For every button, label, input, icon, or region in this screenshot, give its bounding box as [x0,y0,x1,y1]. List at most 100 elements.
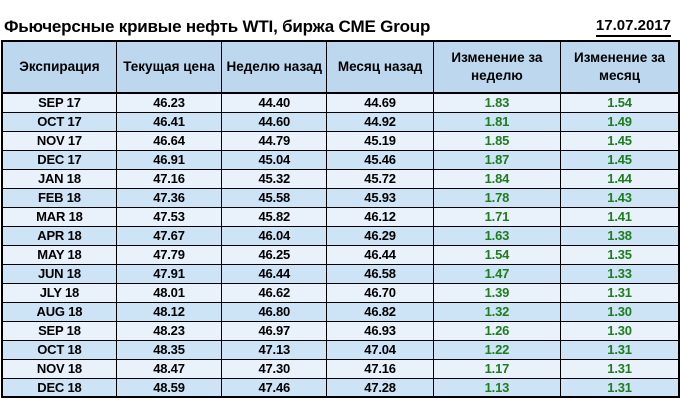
week-change-cell: 1.85 [432,130,562,151]
week-ago-cell: 47.30 [221,358,328,379]
month-change-cell: 1.38 [560,225,680,246]
week-ago-cell: 46.97 [221,320,328,341]
month-change-cell: 1.45 [560,130,680,151]
month-ago-cell: 45.46 [326,149,434,170]
current-price-cell: 48.01 [115,282,223,303]
week-ago-cell: 44.60 [221,111,328,132]
expiration-cell: JUN 18 [1,263,117,284]
current-price-cell: 48.35 [115,339,223,360]
month-ago-cell: 46.29 [326,225,434,246]
month-change-cell: 1.30 [560,301,680,322]
current-price-cell: 47.67 [115,225,223,246]
month-change-cell: 1.31 [560,282,680,303]
month-ago-cell: 47.04 [326,339,434,360]
month-change-cell: 1.44 [560,168,680,189]
month-change-cell: 1.43 [560,187,680,208]
month-ago-cell: 46.82 [326,301,434,322]
expiration-cell: DEC 17 [1,149,117,170]
week-ago-cell: 47.46 [221,377,328,398]
week-ago-cell: 44.79 [221,130,328,151]
page-title: Фьючерсные кривые нефть WTI, биржа CME G… [4,17,431,36]
week-change-cell: 1.22 [432,339,562,360]
futures-table: Экспирация Текущая цена Неделю назад Месяц … [1,40,680,398]
week-ago-cell: 45.04 [221,149,328,170]
week-ago-cell: 46.25 [221,244,328,265]
expiration-cell: NOV 18 [1,358,117,379]
title-bar: Фьючерсные кривые нефть WTI, биржа CME G… [0,0,681,40]
expiration-cell: FEB 18 [1,187,117,208]
current-price-cell: 46.41 [115,111,223,132]
column-header: Изменение за месяц [560,40,680,94]
month-ago-cell: 46.44 [326,244,434,265]
table-row: OCT 17 46.41 44.60 44.92 1.81 1.49 [1,111,680,132]
week-change-cell: 1.26 [432,320,562,341]
table-row: JAN 18 47.16 45.32 45.72 1.84 1.44 [1,168,680,189]
expiration-cell: DEC 18 [1,377,117,398]
month-ago-cell: 45.93 [326,187,434,208]
table-row: APR 18 47.67 46.04 46.29 1.63 1.38 [1,225,680,246]
week-change-cell: 1.17 [432,358,562,379]
column-header: Изменение за неделю [432,40,562,94]
month-ago-cell: 45.72 [326,168,434,189]
month-change-cell: 1.30 [560,320,680,341]
expiration-cell: SEP 18 [1,320,117,341]
current-price-cell: 46.23 [115,92,223,113]
table-row: DEC 17 46.91 45.04 45.46 1.87 1.45 [1,149,680,170]
expiration-cell: APR 18 [1,225,117,246]
table-row: SEP 17 46.23 44.40 44.69 1.83 1.54 [1,92,680,113]
week-ago-cell: 46.44 [221,263,328,284]
month-change-cell: 1.49 [560,111,680,132]
month-ago-cell: 45.19 [326,130,434,151]
week-change-cell: 1.83 [432,92,562,113]
table-row: JLY 18 48.01 46.62 46.70 1.39 1.31 [1,282,680,303]
month-ago-cell: 46.70 [326,282,434,303]
table-row: FEB 18 47.36 45.58 45.93 1.78 1.43 [1,187,680,208]
expiration-cell: AUG 18 [1,301,117,322]
week-change-cell: 1.81 [432,111,562,132]
month-ago-cell: 44.69 [326,92,434,113]
expiration-cell: OCT 17 [1,111,117,132]
week-change-cell: 1.13 [432,377,562,398]
table-row: MAY 18 47.79 46.25 46.44 1.54 1.35 [1,244,680,265]
table-row: MAR 18 47.53 45.82 46.12 1.71 1.41 [1,206,680,227]
week-change-cell: 1.78 [432,187,562,208]
month-ago-cell: 46.93 [326,320,434,341]
column-header: Текущая цена [115,40,223,94]
week-ago-cell: 44.40 [221,92,328,113]
week-change-cell: 1.87 [432,149,562,170]
expiration-cell: OCT 18 [1,339,117,360]
current-price-cell: 48.23 [115,320,223,341]
month-change-cell: 1.41 [560,206,680,227]
week-change-cell: 1.63 [432,225,562,246]
week-change-cell: 1.39 [432,282,562,303]
month-change-cell: 1.31 [560,339,680,360]
month-change-cell: 1.31 [560,377,680,398]
month-ago-cell: 44.92 [326,111,434,132]
expiration-cell: MAY 18 [1,244,117,265]
month-ago-cell: 47.16 [326,358,434,379]
current-price-cell: 48.59 [115,377,223,398]
current-price-cell: 47.53 [115,206,223,227]
table-header: Экспирация Текущая цена Неделю назад Месяц … [1,40,680,94]
column-header: Экспирация [1,40,117,94]
month-change-cell: 1.45 [560,149,680,170]
week-change-cell: 1.54 [432,244,562,265]
current-price-cell: 47.16 [115,168,223,189]
week-change-cell: 1.71 [432,206,562,227]
week-change-cell: 1.32 [432,301,562,322]
week-ago-cell: 45.32 [221,168,328,189]
table-row: JUN 18 47.91 46.44 46.58 1.47 1.33 [1,263,680,284]
current-price-cell: 48.47 [115,358,223,379]
month-change-cell: 1.35 [560,244,680,265]
current-price-cell: 47.36 [115,187,223,208]
table-row: AUG 18 48.12 46.80 46.82 1.32 1.30 [1,301,680,322]
month-change-cell: 1.54 [560,92,680,113]
table-body: SEP 17 46.23 44.40 44.69 1.83 1.54 OCT 17 46.41… [1,92,680,398]
month-ago-cell: 46.12 [326,206,434,227]
expiration-cell: NOV 17 [1,130,117,151]
expiration-cell: SEP 17 [1,92,117,113]
week-ago-cell: 45.58 [221,187,328,208]
expiration-cell: MAR 18 [1,206,117,227]
current-price-cell: 47.79 [115,244,223,265]
